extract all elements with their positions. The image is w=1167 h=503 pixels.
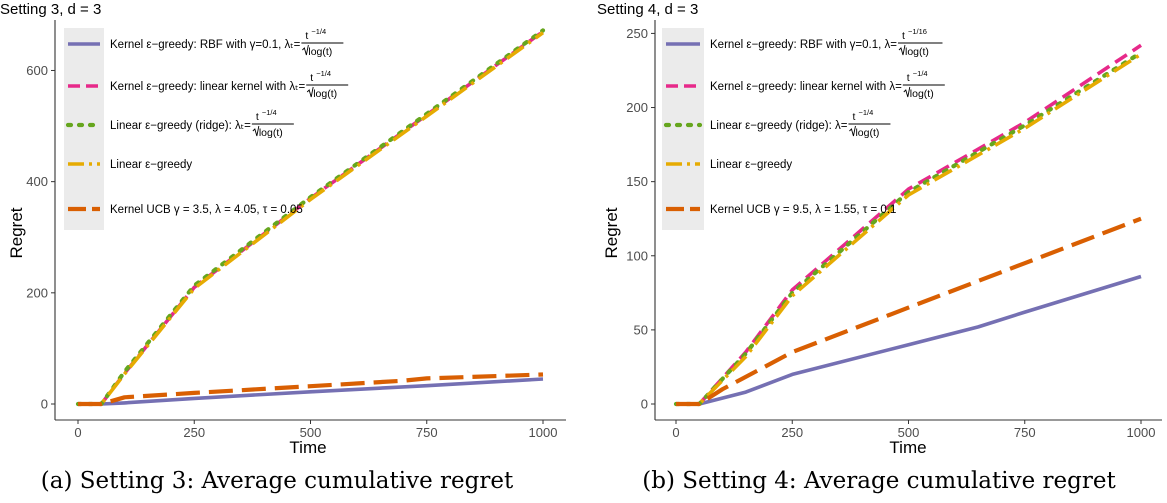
panel-a-x-label: Time [289,438,326,457]
legend-fraction-numerator: t [907,72,910,84]
panel-a-legend: Kernel ε−greedy: RBF with γ=0.1, λₜ=t −1/… [64,27,349,230]
legend-fraction-exponent: −1/16 [908,27,927,36]
legend-label-2: Kernel ε−greedy: linear kernel with λ= [710,81,902,93]
panel-b-y-label: Regret [602,207,621,258]
legend-fraction-numerator: t [305,30,308,42]
legend-fraction-numerator: t [852,111,855,123]
legend-fraction-denominator: log(t) [308,46,332,58]
x-tick-label: 0 [672,425,679,440]
legend-sqrt-sign [849,125,856,137]
legend-fraction-exponent: −1/4 [913,69,928,78]
legend-fraction-denominator: log(t) [259,127,283,139]
panel-b-x-label: Time [889,438,926,457]
panel-b-legend: Kernel ε−greedy: RBF with γ=0.1, λ=t −1/1… [662,27,945,230]
x-tick-label: 750 [1014,425,1036,440]
x-tick-label: 250 [183,425,205,440]
x-tick-label: 1000 [529,425,558,440]
legend-fraction-numerator: t [902,30,905,42]
legend-key-background [662,28,704,230]
panel-b-title: Setting 4, d = 3 [597,1,698,18]
y-tick-label: 50 [634,322,648,337]
y-tick-label: 100 [626,248,648,263]
y-tick-label: 400 [26,174,48,189]
x-tick-label: 500 [300,425,322,440]
y-tick-label: 0 [641,397,648,412]
legend-fraction-exponent: −1/4 [262,108,277,117]
legend-label-5: Kernel UCB γ = 9.5, λ = 1.55, τ = 0.1 [710,204,896,216]
panel-a: Setting 3, d = 3 Regret Time (a) Setting… [0,1,566,494]
panel-a-title: Setting 3, d = 3 [0,1,101,18]
panel-b: Setting 4, d = 3 Regret Time (b) Setting… [597,1,1162,494]
series-line-5 [676,216,1142,407]
series-line-1 [676,274,1142,406]
legend-label-2: Kernel ε−greedy: linear kernel with λₜ= [110,81,305,93]
legend-fraction-numerator: t [256,111,259,123]
legend-label-3: Linear ε−greedy (ridge): λₜ= [110,120,251,132]
legend-fraction-exponent: −1/4 [311,27,326,36]
x-tick-label: 500 [898,425,920,440]
panel-a-caption: (a) Setting 3: Average cumulative regret [41,468,514,494]
legend-key-background [64,28,104,230]
y-tick-label: 200 [26,285,48,300]
y-tick-label: 600 [26,63,48,78]
legend-sqrt-sign [898,44,906,56]
legend-fraction-denominator: log(t) [905,46,929,58]
series-line-4 [78,31,545,406]
legend-label-4: Linear ε−greedy [710,159,792,171]
legend-sqrt-sign [903,86,911,98]
series-line-5 [78,372,544,407]
panel-b-caption: (b) Setting 4: Average cumulative regret [642,468,1116,494]
panel-b-axes: 0 250 500 750 1000 0 50 100 150 200 250 [626,20,1162,440]
legend-fraction-exponent: −1/4 [316,69,331,78]
x-tick-label: 0 [74,425,81,440]
legend-sqrt-sign [302,44,309,56]
legend-fraction-exponent: −1/4 [858,108,873,117]
panel-b-series [673,43,1144,407]
panel-a-series [75,28,546,407]
y-tick-label: 200 [626,100,648,115]
series-line-1 [78,377,544,406]
legend-fraction-denominator: log(t) [910,88,934,100]
x-tick-label: 250 [781,425,803,440]
legend-fraction-numerator: t [310,72,313,84]
legend-label-3: Linear ε−greedy (ridge): λ= [710,120,848,132]
x-tick-label: 1000 [1127,425,1156,440]
legend-sqrt-sign [306,86,314,98]
legend-label-5: Kernel UCB γ = 3.5, λ = 4.05, τ = 0.05 [110,204,303,216]
legend-label-1: Kernel ε−greedy: RBF with γ=0.1, λ= [710,39,897,51]
panel-a-axes: 0 250 500 750 1000 0 200 400 600 [26,20,566,440]
legend-label-1: Kernel ε−greedy: RBF with γ=0.1, λₜ= [110,39,301,51]
series-line-4 [676,52,1142,406]
y-tick-label: 250 [626,26,648,41]
panel-a-y-label: Regret [7,207,26,258]
x-tick-label: 750 [416,425,438,440]
legend-sqrt-sign [252,125,260,137]
legend-fraction-denominator: log(t) [855,127,879,139]
legend-fraction-denominator: log(t) [313,88,337,100]
legend-label-4: Linear ε−greedy [110,159,192,171]
y-tick-label: 0 [41,397,48,412]
y-tick-label: 150 [626,174,648,189]
